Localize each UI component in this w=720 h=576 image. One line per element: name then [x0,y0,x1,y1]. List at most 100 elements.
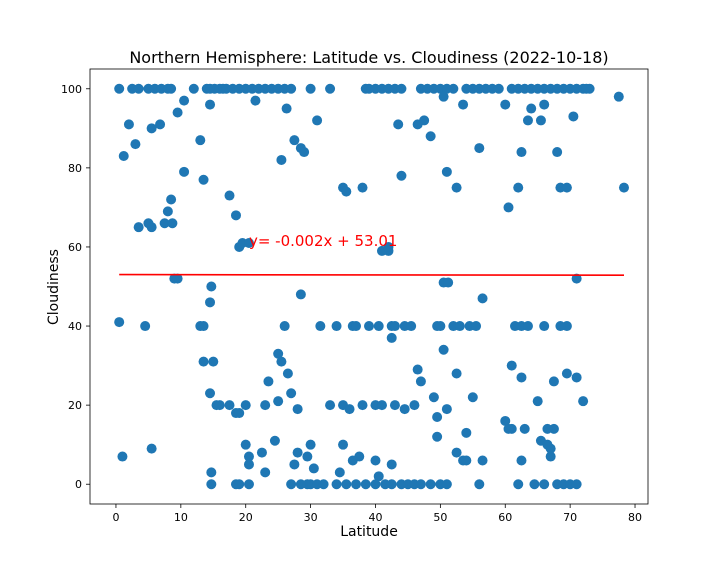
data-point [454,321,465,332]
data-point [166,83,177,94]
data-point [308,463,319,474]
data-point [532,396,543,407]
data-point [243,459,254,470]
data-point [555,321,566,332]
data-point [234,408,245,419]
data-point [172,273,183,284]
data-point [474,479,485,490]
data-point [503,202,514,213]
data-point [373,321,384,332]
data-point [338,439,349,450]
data-point [117,451,128,462]
x-tick-label: 10 [174,511,188,524]
data-point [224,400,235,411]
data-point [461,455,472,466]
data-point [140,321,151,332]
data-point [376,400,387,411]
data-point [273,396,284,407]
data-point [118,151,129,161]
data-point [114,317,125,328]
data-point [428,392,439,403]
data-point [286,83,297,94]
data-point [205,99,216,110]
data-point [467,392,478,403]
data-point [519,423,530,434]
data-point [618,182,629,193]
data-point [224,190,235,201]
data-point [613,91,624,102]
data-point [471,321,482,332]
data-point [133,83,144,94]
data-point [260,467,271,478]
data-point [529,479,540,490]
data-point [386,459,397,470]
data-point [389,400,400,411]
data-point [373,471,384,482]
data-point [451,368,462,379]
data-point [561,368,572,379]
data-point [571,273,582,284]
data-point [206,467,217,478]
data-point [357,182,368,193]
data-point [415,479,426,490]
x-tick-label: 30 [304,511,318,524]
data-point [552,147,563,158]
data-point [286,388,297,399]
data-point [477,455,488,466]
data-point [305,439,316,450]
y-tick-label: 0 [75,478,82,491]
data-point [240,439,251,450]
data-point [461,427,472,438]
data-point [260,400,271,411]
data-point [206,479,217,490]
data-point [513,479,524,490]
data-point [331,321,342,332]
data-point [146,222,157,233]
data-point [315,321,326,332]
data-point [438,91,449,102]
x-tick-label: 0 [112,511,119,524]
data-point [513,182,524,193]
data-point [419,115,430,126]
data-point [276,356,287,367]
data-point [539,321,550,332]
data-point [240,400,251,411]
data-point [370,479,381,490]
data-point [269,435,280,446]
data-point [146,443,157,454]
data-point [542,439,553,450]
chart-title: Northern Hemisphere: Latitude vs. Cloudi… [129,48,608,67]
data-point [292,447,303,458]
regression-line [119,273,624,277]
data-point [281,103,292,114]
data-point [415,376,426,387]
data-point [305,83,316,94]
data-point [292,404,303,415]
data-point [289,135,300,146]
data-point [435,321,446,332]
data-point [396,83,407,94]
data-point [166,194,177,205]
data-point [432,412,443,422]
data-point [114,83,125,94]
data-point [539,479,550,490]
data-point [386,332,397,343]
data-point [548,376,559,387]
data-point [441,479,452,490]
x-tick-label: 70 [563,511,577,524]
x-axis: 0 10 20 30 40 50 60 70 80 [112,504,642,524]
data-point [195,135,206,146]
data-point [230,210,241,221]
regression-equation: y= -0.002x + 53.01 [249,232,398,250]
data-point [474,143,485,154]
data-point [130,139,141,150]
data-point [493,83,504,94]
data-point [198,356,209,367]
data-point [477,293,488,304]
y-tick-label: 20 [68,399,82,412]
data-point [155,119,166,130]
x-tick-label: 80 [628,511,642,524]
data-point [441,166,452,177]
data-point [302,451,313,462]
data-point [539,99,550,110]
